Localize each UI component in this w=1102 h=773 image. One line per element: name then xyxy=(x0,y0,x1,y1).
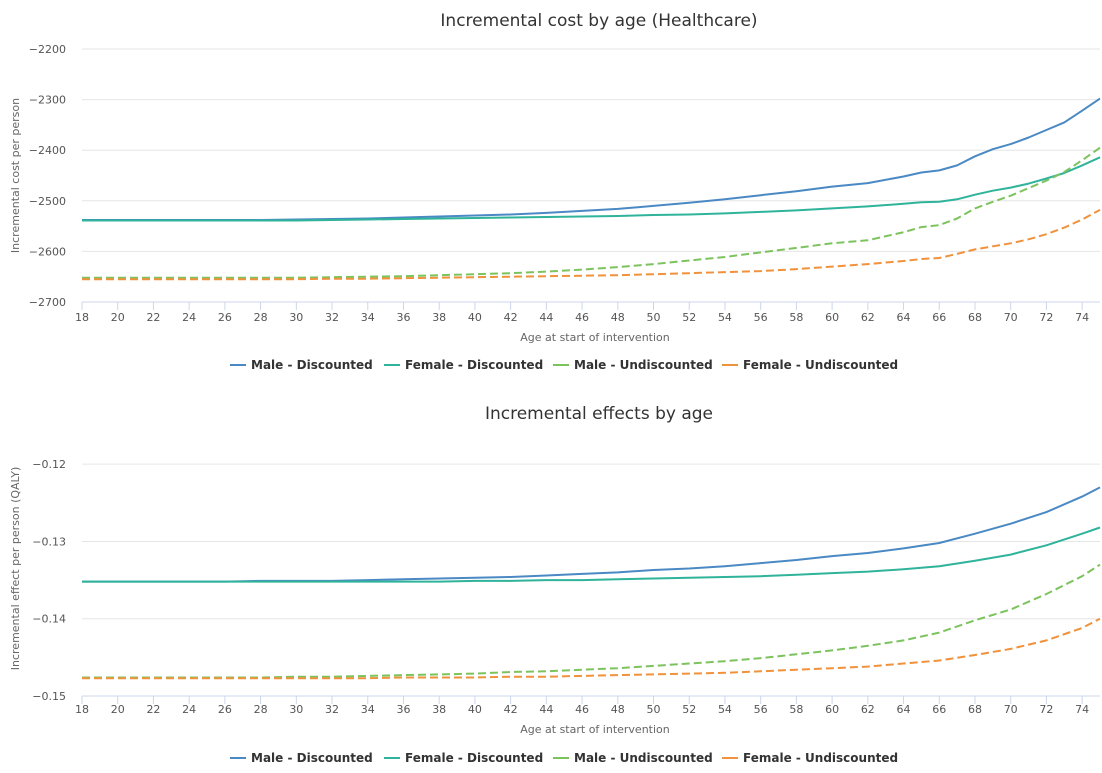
x-tick-label: 44 xyxy=(539,311,553,324)
x-tick-label: 68 xyxy=(968,311,982,324)
x-tick-label: 50 xyxy=(647,703,661,716)
legend-item[interactable]: Male - Undiscounted xyxy=(553,751,713,765)
x-tick-label: 40 xyxy=(468,311,482,324)
x-tick-label: 52 xyxy=(682,311,696,324)
x-tick-label: 68 xyxy=(968,703,982,716)
x-tick-label: 62 xyxy=(861,311,875,324)
x-tick-label: 64 xyxy=(897,311,911,324)
y-tick-label: −0.14 xyxy=(32,613,66,626)
y-axis-label: Incremental cost per person xyxy=(9,98,22,253)
x-tick-label: 48 xyxy=(611,311,625,324)
x-tick-label: 30 xyxy=(289,703,303,716)
x-tick-label: 20 xyxy=(111,311,125,324)
x-tick-label: 42 xyxy=(504,703,518,716)
x-tick-label: 40 xyxy=(468,703,482,716)
x-tick-label: 66 xyxy=(932,311,946,324)
x-tick-label: 66 xyxy=(932,703,946,716)
cost-chart: Incremental cost by age (Healthcare) −220… xyxy=(0,0,1102,386)
x-tick-label: 22 xyxy=(146,703,160,716)
legend-item[interactable]: Male - Undiscounted xyxy=(553,358,713,372)
chart-title: Incremental cost by age (Healthcare) xyxy=(440,11,757,31)
x-tick-label: 34 xyxy=(361,703,375,716)
x-tick-label: 38 xyxy=(432,311,446,324)
x-tick-label: 60 xyxy=(825,703,839,716)
legend-label: Male - Discounted xyxy=(251,751,373,765)
x-tick-label: 24 xyxy=(182,703,196,716)
legend-label: Female - Undiscounted xyxy=(743,751,898,765)
x-tick-label: 72 xyxy=(1039,703,1053,716)
x-tick-label: 22 xyxy=(146,311,160,324)
legend-item[interactable]: Female - Discounted xyxy=(384,751,543,765)
y-tick-label: −0.12 xyxy=(32,458,66,471)
x-tick-label: 38 xyxy=(432,703,446,716)
y-tick-label: −2700 xyxy=(29,296,66,309)
legend-label: Male - Undiscounted xyxy=(574,358,713,372)
x-tick-label: 70 xyxy=(1004,311,1018,324)
y-tick-label: −2600 xyxy=(29,245,66,258)
legend-item[interactable]: Female - Undiscounted xyxy=(722,751,898,765)
x-tick-label: 32 xyxy=(325,311,339,324)
y-tick-label: −2300 xyxy=(29,94,66,107)
x-tick-label: 62 xyxy=(861,703,875,716)
x-tick-label: 58 xyxy=(789,703,803,716)
legend-label: Female - Discounted xyxy=(405,358,543,372)
x-tick-label: 54 xyxy=(718,311,732,324)
x-tick-label: 52 xyxy=(682,703,696,716)
x-tick-label: 24 xyxy=(182,311,196,324)
x-tick-label: 42 xyxy=(504,311,518,324)
y-tick-label: −2500 xyxy=(29,195,66,208)
legend-label: Male - Undiscounted xyxy=(574,751,713,765)
legend-label: Male - Discounted xyxy=(251,358,373,372)
legend-label: Female - Discounted xyxy=(405,751,543,765)
x-tick-label: 46 xyxy=(575,311,589,324)
x-tick-label: 26 xyxy=(218,311,232,324)
x-tick-label: 18 xyxy=(75,703,89,716)
x-tick-label: 36 xyxy=(396,311,410,324)
x-tick-label: 30 xyxy=(289,311,303,324)
x-tick-label: 56 xyxy=(754,703,768,716)
x-tick-label: 54 xyxy=(718,703,732,716)
y-tick-label: −2400 xyxy=(29,144,66,157)
x-tick-label: 26 xyxy=(218,703,232,716)
x-tick-label: 58 xyxy=(789,311,803,324)
x-tick-label: 48 xyxy=(611,703,625,716)
x-tick-label: 70 xyxy=(1004,703,1018,716)
x-tick-label: 46 xyxy=(575,703,589,716)
x-axis-label: Age at start of intervention xyxy=(520,331,670,344)
legend-label: Female - Undiscounted xyxy=(743,358,898,372)
x-tick-label: 36 xyxy=(396,703,410,716)
y-axis-label: Incremental effect per person (QALY) xyxy=(9,467,22,670)
legend-item[interactable]: Female - Discounted xyxy=(384,358,543,372)
legend-item[interactable]: Male - Discounted xyxy=(230,751,373,765)
x-tick-label: 60 xyxy=(825,311,839,324)
x-axis-label: Age at start of intervention xyxy=(520,723,670,736)
y-tick-label: −2200 xyxy=(29,43,66,56)
legend-item[interactable]: Female - Undiscounted xyxy=(722,358,898,372)
chart-title: Incremental effects by age xyxy=(485,404,713,424)
x-tick-label: 28 xyxy=(254,311,268,324)
x-tick-label: 20 xyxy=(111,703,125,716)
x-tick-label: 56 xyxy=(754,311,768,324)
x-tick-label: 34 xyxy=(361,311,375,324)
series-line[interactable] xyxy=(82,99,1100,220)
legend-item[interactable]: Male - Discounted xyxy=(230,358,373,372)
x-tick-label: 72 xyxy=(1039,311,1053,324)
series-line[interactable] xyxy=(82,487,1100,581)
x-tick-label: 74 xyxy=(1075,703,1089,716)
x-tick-label: 50 xyxy=(647,311,661,324)
x-tick-label: 74 xyxy=(1075,311,1089,324)
x-tick-label: 44 xyxy=(539,703,553,716)
y-tick-label: −0.15 xyxy=(32,690,66,703)
x-tick-label: 32 xyxy=(325,703,339,716)
x-tick-label: 28 xyxy=(254,703,268,716)
y-tick-label: −0.13 xyxy=(32,535,66,548)
effects-chart: Incremental effects by age −0.12 −0.13 −0.1… xyxy=(0,386,1102,773)
x-tick-label: 18 xyxy=(75,311,89,324)
x-tick-label: 64 xyxy=(897,703,911,716)
